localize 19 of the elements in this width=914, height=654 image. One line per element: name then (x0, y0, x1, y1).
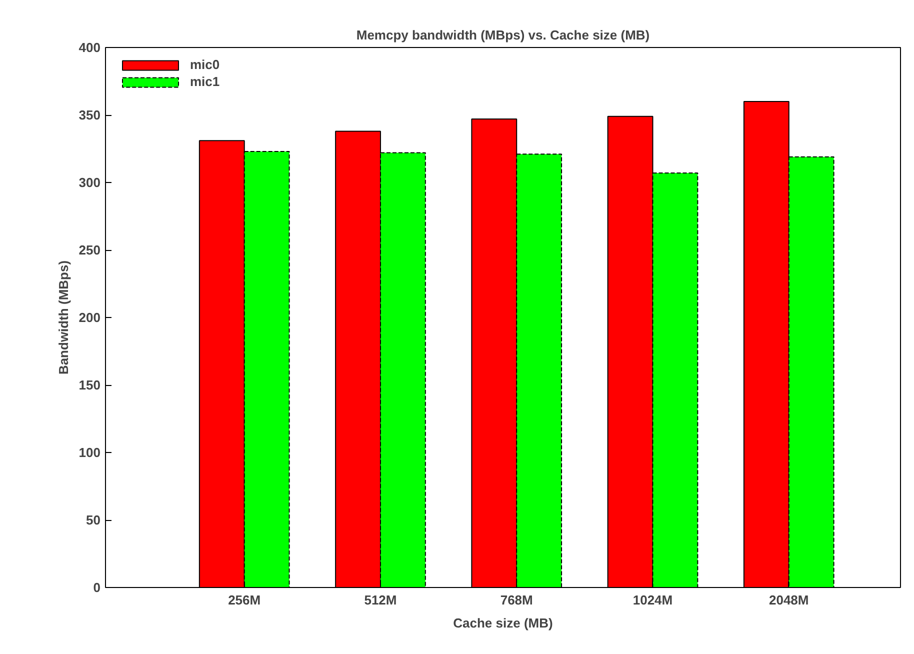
legend-label: mic0 (190, 57, 220, 72)
y-tick-label: 350 (78, 108, 101, 122)
x-tick-label: 768M (500, 592, 533, 608)
x-tick-label: 2048M (769, 592, 809, 608)
y-tick-label: 0 (93, 580, 101, 595)
chart-title: Memcpy bandwidth (MBps) vs. Cache size (MB) (356, 28, 650, 42)
y-tick-label: 50 (86, 512, 101, 528)
legend-label: mic1 (190, 74, 220, 89)
x-tick-label: 512M (364, 592, 397, 608)
y-tick-label: 300 (78, 175, 101, 190)
y-tick-label: 250 (78, 242, 101, 258)
y-tick-label: 100 (78, 445, 101, 460)
y-tick-label: 150 (78, 378, 101, 392)
y-tick-label: 400 (78, 40, 101, 55)
y-axis-title: Bandwidth (MBps) (56, 260, 71, 375)
x-tick-label: 256M (228, 592, 261, 608)
x-tick-label: 1024M (632, 592, 673, 608)
y-tick-label: 200 (78, 310, 101, 325)
x-axis-title: Cache size (MB) (453, 616, 553, 630)
